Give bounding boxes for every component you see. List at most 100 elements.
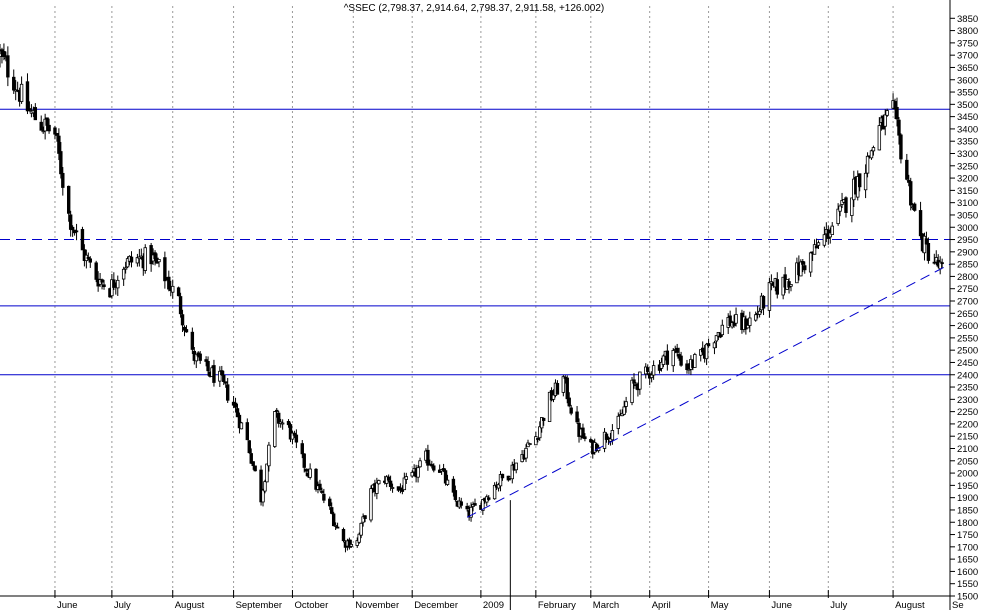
candle-down bbox=[814, 245, 819, 249]
candle-up bbox=[714, 335, 719, 342]
candle-down bbox=[430, 464, 434, 467]
candle-up bbox=[624, 401, 628, 407]
month-label: 2009 bbox=[483, 600, 504, 610]
y-tick-label: 1650 bbox=[957, 555, 978, 566]
y-tick-label: 1800 bbox=[957, 518, 978, 529]
month-label: August bbox=[175, 600, 205, 610]
candle-up bbox=[498, 474, 503, 487]
y-tick-label: 1700 bbox=[957, 542, 978, 553]
candle-down bbox=[318, 483, 322, 490]
candle-up bbox=[547, 391, 552, 422]
candle-up bbox=[157, 259, 161, 263]
horizontal-lines bbox=[0, 108, 950, 376]
candle-up bbox=[622, 406, 626, 415]
month-label: August bbox=[895, 600, 925, 610]
candle-down bbox=[575, 411, 579, 423]
month-label: December bbox=[414, 600, 458, 610]
candle-down bbox=[322, 493, 326, 501]
candle-up bbox=[869, 150, 874, 159]
candle-down bbox=[675, 347, 679, 353]
candle-up bbox=[538, 426, 542, 439]
candle-down bbox=[212, 365, 216, 383]
candle-up bbox=[836, 208, 840, 224]
candle-down bbox=[66, 185, 71, 214]
candle-up bbox=[496, 484, 501, 489]
candle-up bbox=[418, 460, 422, 468]
candle-down bbox=[198, 353, 202, 361]
candle-up bbox=[534, 436, 538, 446]
candle-up bbox=[757, 310, 762, 315]
candle-down bbox=[302, 453, 306, 468]
candle-down bbox=[220, 370, 224, 376]
candle-down bbox=[45, 117, 49, 126]
candle-up bbox=[410, 472, 414, 477]
y-tick-label: 3100 bbox=[957, 198, 978, 209]
candle-up bbox=[377, 480, 381, 485]
candle-down bbox=[178, 296, 183, 315]
candle-up bbox=[789, 284, 793, 287]
y-tick-label: 2700 bbox=[957, 297, 978, 308]
candle-down bbox=[926, 242, 931, 261]
candle-up bbox=[481, 499, 485, 511]
candle-down bbox=[277, 412, 281, 424]
candle-down bbox=[918, 210, 923, 237]
month-label: March bbox=[593, 600, 619, 610]
candle-down bbox=[555, 383, 560, 395]
candle-down bbox=[335, 526, 340, 529]
candle-down bbox=[331, 513, 336, 527]
candle-down bbox=[536, 438, 540, 440]
candle-down bbox=[905, 159, 909, 180]
candle-down bbox=[744, 318, 748, 330]
month-label: June bbox=[771, 600, 792, 610]
candle-down bbox=[224, 381, 228, 384]
candle-up bbox=[638, 371, 642, 390]
candle-up bbox=[19, 83, 24, 102]
y-tick-label: 3650 bbox=[957, 63, 978, 74]
candle-up bbox=[753, 314, 758, 321]
month-label: September bbox=[236, 600, 282, 610]
candles bbox=[0, 43, 944, 610]
y-tick-label: 1900 bbox=[957, 493, 978, 504]
candle-down bbox=[180, 314, 185, 326]
candle-down bbox=[2, 51, 6, 57]
candle-up bbox=[361, 516, 365, 523]
candle-down bbox=[897, 119, 901, 136]
candle-up bbox=[308, 468, 312, 478]
candle-down bbox=[679, 355, 683, 366]
candle-down bbox=[388, 480, 393, 487]
candle-up bbox=[404, 476, 409, 480]
y-tick-label: 1750 bbox=[957, 530, 978, 541]
candle-down bbox=[465, 505, 469, 510]
candle-up bbox=[871, 147, 876, 152]
y-tick-label: 2900 bbox=[957, 247, 978, 258]
candle-down bbox=[443, 470, 448, 484]
y-tick-label: 3450 bbox=[957, 112, 978, 123]
candle-down bbox=[500, 473, 505, 479]
month-label: June bbox=[57, 600, 78, 610]
candle-up bbox=[720, 324, 725, 336]
candle-down bbox=[275, 409, 279, 412]
candle-up bbox=[390, 487, 395, 489]
y-tick-label: 3700 bbox=[957, 51, 978, 62]
candle-down bbox=[25, 81, 30, 112]
candle-up bbox=[402, 477, 407, 491]
candle-down bbox=[6, 55, 10, 78]
candle-up bbox=[934, 257, 938, 263]
candle-down bbox=[565, 377, 569, 400]
y-tick-label: 2100 bbox=[957, 444, 978, 455]
candle-down bbox=[801, 261, 805, 265]
candle-down bbox=[251, 461, 255, 466]
candle-up bbox=[883, 114, 887, 127]
month-label: Se bbox=[952, 600, 964, 610]
candle-down bbox=[567, 397, 571, 407]
candle-up bbox=[524, 447, 528, 459]
candle-down bbox=[432, 465, 436, 471]
candle-up bbox=[194, 353, 198, 362]
y-tick-label: 3400 bbox=[957, 124, 978, 135]
candle-down bbox=[167, 276, 171, 290]
candle-up bbox=[922, 235, 927, 254]
candle-up bbox=[355, 540, 359, 546]
candle-down bbox=[245, 422, 250, 441]
candle-up bbox=[863, 172, 868, 191]
